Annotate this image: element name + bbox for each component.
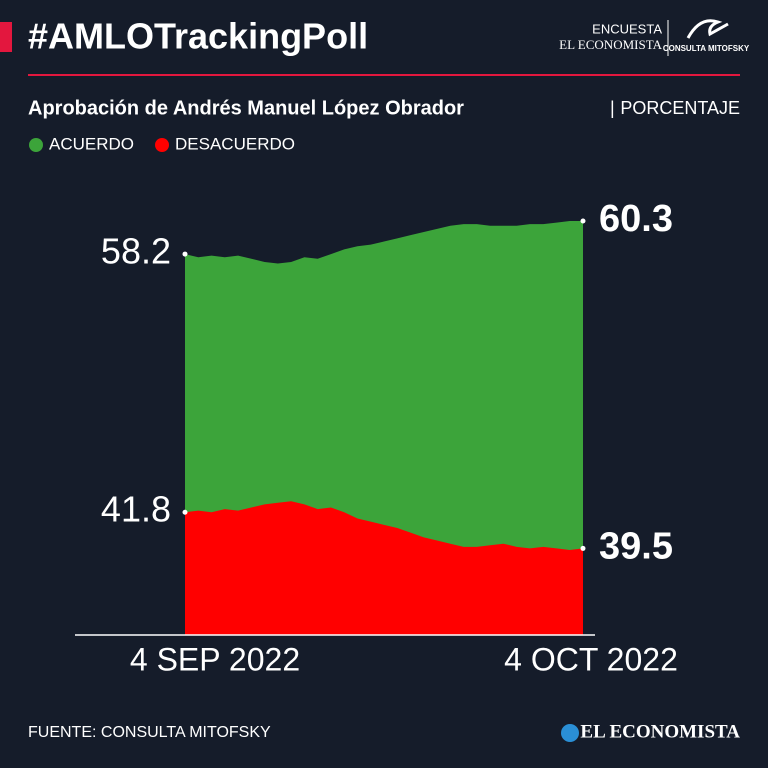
brand-icon <box>561 724 579 742</box>
title: #AMLOTrackingPoll <box>28 16 368 57</box>
logo-top: ENCUESTA <box>592 21 662 36</box>
plot: 58.2 60.3 41.8 39.5 4 SEP 2022 4 OCT 2022 <box>75 198 678 677</box>
end-label: 60.3 <box>599 198 673 240</box>
end-dot <box>580 218 586 224</box>
logo-icon <box>686 19 729 39</box>
x-tick-label: 4 OCT 2022 <box>504 641 678 677</box>
unit: PORCENTAJE <box>620 98 740 118</box>
start-dot <box>182 509 188 515</box>
brand: EL ECONOMISTA <box>580 721 740 742</box>
source: FUENTE: CONSULTA MITOFSKY <box>28 724 271 741</box>
pipe: | <box>610 98 615 118</box>
end-dot <box>580 545 586 551</box>
start-label: 41.8 <box>101 489 171 530</box>
logo-bottom: EL ECONOMISTA <box>559 37 662 52</box>
chart-title: Aprobación de Andrés Manuel López Obrado… <box>28 97 464 119</box>
start-label: 58.2 <box>101 231 171 272</box>
accent-bar <box>0 22 12 52</box>
end-label: 39.5 <box>599 525 673 567</box>
area <box>185 501 583 635</box>
x-tick-label: 4 SEP 2022 <box>130 641 300 677</box>
start-dot <box>182 251 188 257</box>
logo-right: CONSULTA MITOFSKY <box>663 44 750 53</box>
legend-swatch <box>155 138 170 152</box>
legend: ACUERDO DESACUERDO <box>29 134 295 153</box>
legend-swatch <box>29 138 43 152</box>
legend-label: ACUERDO <box>49 134 134 153</box>
legend-label: DESACUERDO <box>175 134 295 153</box>
